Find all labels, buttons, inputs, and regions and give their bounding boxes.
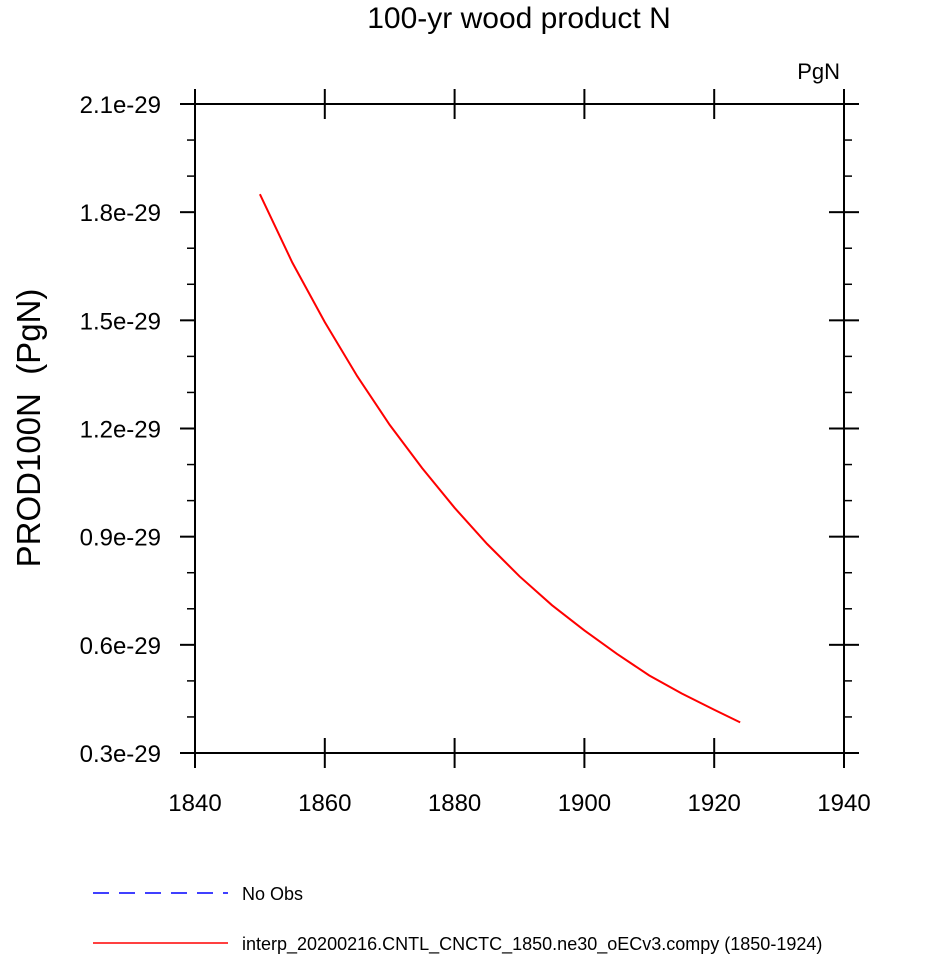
y-tick-label: 0.6e-29 (80, 633, 161, 660)
series-lines (258, 193, 741, 724)
x-tick-label: 1940 (817, 790, 870, 817)
x-tick-label: 1920 (688, 790, 741, 817)
y-tick-label: 1.8e-29 (80, 200, 161, 227)
legend: No Obs interp_20200216.CNTL_CNCTC_1850.ne… (93, 884, 822, 955)
y-tick-label: 1.2e-29 (80, 417, 161, 444)
tick-labels: 1840 1860 1880 1900 1920 1940 0.3e-29 0.6e-29 0.… (80, 92, 871, 817)
y-tick-label: 0.3e-29 (80, 741, 161, 768)
y-axis-label: PROD100N (PgN) (10, 289, 47, 568)
x-tick-label: 1900 (558, 790, 611, 817)
x-tick-label: 1840 (168, 790, 221, 817)
legend-label: No Obs (242, 884, 303, 904)
plot-frame (194, 103, 845, 754)
y-tick-label: 0.9e-29 (80, 525, 161, 552)
x-tick-label: 1860 (298, 790, 351, 817)
chart-title: 100-yr wood product N (367, 2, 671, 35)
x-tick-label: 1880 (428, 790, 481, 817)
units-label: PgN (797, 59, 840, 84)
y-tick-label: 2.1e-29 (80, 92, 161, 119)
legend-label: interp_20200216.CNTL_CNCTC_1850.ne30_oEC… (242, 934, 822, 955)
series-line (258, 193, 741, 724)
y-tick-label: 1.5e-29 (80, 308, 161, 335)
axis-ticks (180, 89, 859, 768)
